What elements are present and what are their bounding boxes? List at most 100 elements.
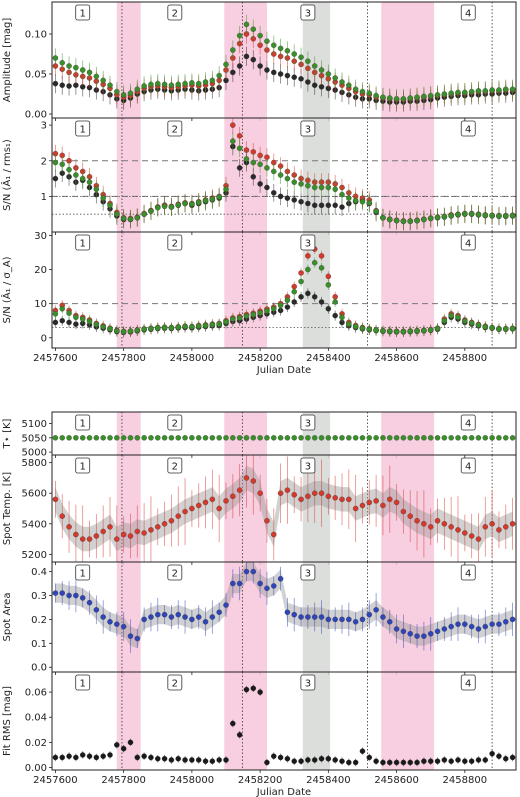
data-point <box>243 21 250 28</box>
data-point <box>236 145 243 152</box>
data-point <box>462 758 468 764</box>
data-point <box>175 755 181 762</box>
data-point <box>230 435 236 441</box>
data-point <box>223 186 229 192</box>
data-point <box>311 259 318 266</box>
data-point <box>359 502 366 509</box>
data-point <box>427 630 434 637</box>
data-point <box>114 328 120 334</box>
data-point <box>250 26 257 32</box>
data-point <box>346 321 352 327</box>
data-point <box>264 165 270 171</box>
data-point <box>93 754 100 761</box>
data-point <box>352 505 359 512</box>
data-point <box>93 321 100 328</box>
data-point <box>86 179 93 185</box>
data-point <box>209 435 216 441</box>
shaded-region-2 <box>224 118 267 232</box>
data-point <box>182 614 188 620</box>
shaded-region-3 <box>302 118 331 232</box>
data-point <box>332 435 338 441</box>
data-point <box>455 435 461 441</box>
data-point <box>114 742 120 748</box>
data-point <box>421 435 427 441</box>
data-point <box>291 611 297 618</box>
data-point <box>202 499 209 506</box>
data-point <box>66 753 72 759</box>
data-point <box>107 202 113 209</box>
season-label-4: 4 <box>465 9 471 20</box>
data-point <box>73 314 79 321</box>
season-label-2: 2 <box>172 462 178 473</box>
data-point <box>503 524 509 530</box>
data-point <box>66 166 72 173</box>
data-point <box>305 290 311 297</box>
data-point <box>421 216 427 223</box>
data-point <box>236 315 243 321</box>
data-point <box>346 616 352 623</box>
data-point <box>230 316 236 322</box>
data-point <box>127 328 134 335</box>
data-point <box>271 306 277 312</box>
data-point <box>148 614 154 620</box>
y-axis-label: T⋆ [K] <box>2 418 13 449</box>
data-point <box>155 325 161 331</box>
panel-plot-area <box>52 672 516 770</box>
data-point <box>79 175 86 182</box>
y-tick-label: 20 <box>34 265 47 276</box>
data-point <box>387 619 393 625</box>
data-point <box>387 759 393 766</box>
data-point <box>332 186 338 192</box>
data-point <box>325 273 332 280</box>
data-point <box>475 435 482 441</box>
data-point <box>400 628 407 635</box>
y-tick-label: 2 <box>41 156 47 167</box>
data-point <box>189 80 195 86</box>
season-label-4: 4 <box>465 679 471 690</box>
panel-2: 1 2 3 4 1 2 3 S/N (Â₁ / rms₁) <box>0 117 517 235</box>
y-tick-label: 0.1 <box>31 639 47 650</box>
data-point <box>346 195 352 201</box>
panel-plot-area <box>52 412 516 455</box>
data-point <box>407 218 413 225</box>
x-tick-label: 2457800 <box>101 353 146 364</box>
data-point <box>195 323 202 329</box>
data-point <box>427 327 434 333</box>
data-point <box>325 184 332 191</box>
data-point <box>175 202 181 208</box>
data-point <box>359 198 366 205</box>
data-point <box>441 213 448 220</box>
data-point <box>120 745 127 752</box>
data-point <box>448 312 454 319</box>
season-label-2: 2 <box>172 125 178 136</box>
data-point <box>298 614 304 620</box>
series-3 <box>52 257 516 337</box>
data-point <box>503 755 509 762</box>
data-point <box>434 214 441 221</box>
data-point <box>52 590 59 596</box>
data-point <box>407 328 413 335</box>
data-point <box>393 217 400 224</box>
data-point <box>209 77 216 84</box>
season-label-box <box>300 674 316 691</box>
data-point <box>277 45 284 52</box>
data-point <box>66 83 72 89</box>
data-point <box>155 755 161 762</box>
season-label-box <box>75 234 91 251</box>
data-point <box>73 435 79 441</box>
data-point <box>236 133 243 139</box>
data-point <box>298 278 304 285</box>
data-point <box>120 92 127 98</box>
data-point <box>482 324 489 330</box>
data-point <box>359 748 366 754</box>
data-point <box>79 752 86 758</box>
data-point <box>468 533 475 539</box>
data-point <box>318 253 325 259</box>
season-label-4: 4 <box>465 462 471 473</box>
y-tick-label: 0.2 <box>31 615 47 626</box>
x-tick-label: 2457600 <box>33 353 78 364</box>
data-point <box>148 325 154 332</box>
data-point <box>161 324 168 331</box>
panel-6: 1 2 3 4 0.0 0.1 0.2 0.3 0.4 Spot Area <box>2 561 517 675</box>
data-point <box>318 490 325 496</box>
